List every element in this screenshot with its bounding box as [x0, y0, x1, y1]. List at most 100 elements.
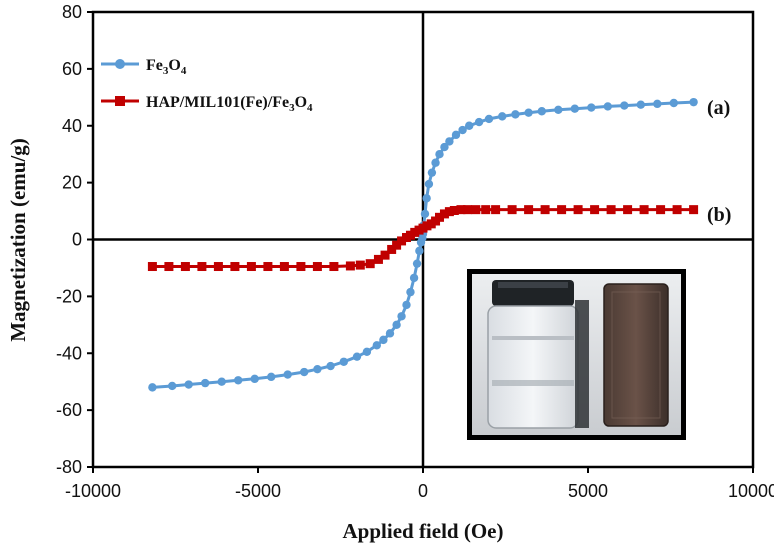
data-point — [148, 383, 157, 392]
data-point — [362, 347, 372, 357]
data-point — [431, 158, 440, 167]
data-point — [449, 205, 459, 215]
data-point — [267, 372, 276, 382]
data-point — [420, 209, 430, 219]
data-point — [184, 380, 193, 389]
legend-marker-square — [115, 96, 125, 106]
data-point — [554, 105, 563, 115]
magnet-icon — [603, 283, 669, 427]
legend-marker-circle — [115, 59, 125, 69]
y-axis-title: Magnetization (emu/g) — [6, 138, 30, 342]
series-layer — [147, 97, 699, 392]
data-point — [570, 104, 579, 113]
y-tick-label: -40 — [56, 343, 82, 363]
y-tick-label: 80 — [62, 2, 82, 22]
data-point — [300, 367, 309, 377]
data-point — [465, 121, 474, 130]
x-axis-title: Applied field (Oe) — [343, 519, 504, 543]
y-tick-label: -20 — [56, 286, 82, 306]
data-point — [339, 357, 348, 366]
data-point — [279, 262, 289, 272]
data-point — [540, 205, 550, 215]
data-point — [445, 137, 454, 146]
data-point — [345, 261, 355, 271]
data-point — [397, 236, 407, 246]
data-point — [230, 262, 240, 272]
data-point — [524, 205, 534, 215]
data-point — [283, 370, 292, 379]
data-point — [439, 209, 449, 219]
data-point — [463, 205, 473, 215]
data-point — [373, 254, 383, 264]
data-point — [672, 205, 682, 215]
data-point — [603, 102, 612, 111]
data-point — [458, 125, 467, 135]
data-point — [639, 205, 649, 215]
data-point — [365, 259, 375, 269]
x-tick-label: 0 — [418, 481, 428, 501]
axes-group: 80 60 40 20 0 -20 -40 -60 -80 -10000 -5000 0 5000 100… — [56, 2, 774, 501]
data-point — [623, 205, 633, 215]
series-fe3o4 — [148, 97, 698, 392]
data-point — [537, 107, 546, 116]
data-point — [689, 97, 698, 107]
data-point — [180, 262, 190, 272]
data-point — [444, 207, 454, 217]
data-point — [412, 259, 422, 268]
data-point — [511, 110, 520, 119]
data-point — [355, 260, 365, 270]
data-point — [507, 205, 517, 215]
data-point — [484, 114, 494, 124]
data-point — [168, 381, 177, 391]
x-tick-label: 5000 — [568, 481, 608, 501]
data-point — [590, 205, 600, 215]
data-point — [397, 312, 406, 321]
legend-item-hap: HAP/MIL101(Fe)/Fe3O4 — [101, 94, 313, 114]
data-point — [451, 130, 461, 140]
data-point — [402, 300, 411, 310]
data-point — [392, 240, 402, 250]
data-point — [435, 212, 444, 222]
data-point — [352, 352, 362, 361]
data-point — [427, 168, 437, 177]
data-point — [422, 194, 431, 203]
data-point — [392, 320, 401, 330]
data-point — [656, 205, 666, 215]
data-point — [415, 246, 424, 256]
data-point — [164, 262, 174, 272]
y-tick-label: 20 — [62, 173, 82, 193]
data-point — [197, 262, 207, 272]
data-point — [456, 205, 466, 215]
data-point — [312, 262, 322, 272]
legend: Fe3O4 HAP/MIL101(Fe)/Fe3O4 — [101, 57, 313, 114]
data-point — [379, 335, 388, 345]
data-point — [481, 205, 491, 215]
legend-label-fe3o4: Fe3O4 — [146, 57, 187, 77]
data-point — [636, 100, 645, 109]
annotation-a: (a) — [707, 97, 730, 119]
inset-photo — [467, 269, 686, 440]
data-point — [329, 262, 339, 272]
data-point — [573, 205, 583, 215]
legend-item-fe3o4: Fe3O4 — [101, 57, 187, 77]
legend-label-hap: HAP/MIL101(Fe)/Fe3O4 — [146, 94, 313, 114]
data-point — [201, 378, 210, 388]
data-point — [217, 377, 226, 386]
y-tick-label: -80 — [56, 457, 82, 477]
data-point — [587, 103, 596, 112]
data-point — [689, 205, 699, 215]
data-point — [234, 376, 243, 385]
data-point — [471, 205, 481, 215]
data-point — [606, 205, 616, 215]
data-point — [620, 101, 629, 110]
data-point — [557, 205, 567, 215]
data-point — [498, 112, 507, 121]
data-point — [474, 117, 484, 127]
data-point — [372, 341, 381, 350]
y-tick-label: 0 — [72, 230, 82, 250]
y-tick-label: 60 — [62, 59, 82, 79]
data-point — [491, 205, 501, 215]
x-tick-label: -10000 — [65, 481, 121, 501]
y-tick-label: 40 — [62, 116, 82, 136]
